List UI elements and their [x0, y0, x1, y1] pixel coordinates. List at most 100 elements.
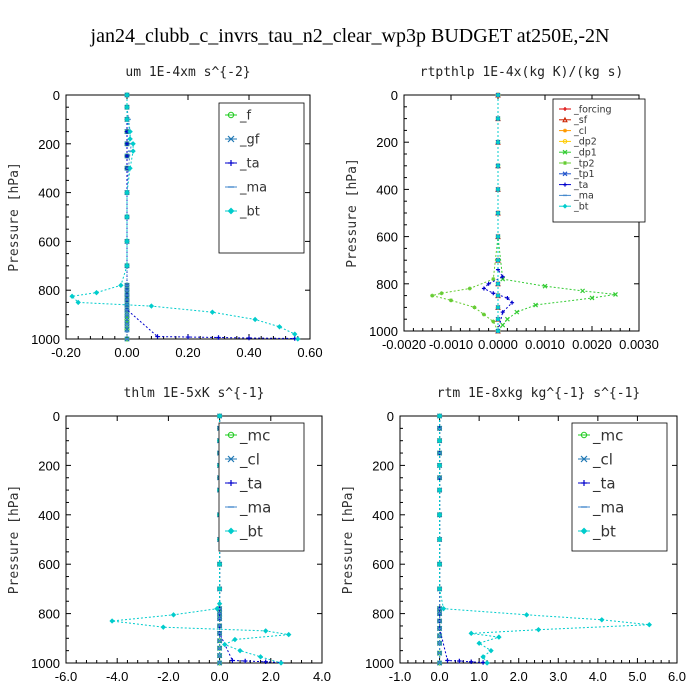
series-ta-point	[500, 310, 505, 315]
x-tick-label: 4.0	[589, 669, 607, 684]
series-bt-point	[436, 536, 443, 543]
legend-label: _mc	[239, 426, 270, 445]
series-bt-point	[495, 92, 501, 98]
series-bt-point	[436, 586, 443, 592]
y-tick-label: 1000	[31, 332, 60, 347]
series-tp2-point	[449, 298, 453, 303]
series-ta-point	[491, 291, 496, 296]
series-bt-point	[495, 139, 501, 145]
series-ta-line	[439, 416, 484, 663]
legend: _mc _cl _ta _ma _bt	[218, 422, 305, 552]
series-tp2-point	[439, 291, 444, 296]
series-bt-point	[263, 628, 269, 634]
x-tick-label: 5.0	[628, 669, 646, 684]
x-tick-label: 4.0	[313, 669, 331, 684]
series-bt-point	[436, 512, 443, 518]
series-bt-point	[436, 487, 443, 493]
legend-marker	[227, 455, 235, 463]
x-tick-label: 3.0	[549, 669, 567, 684]
series-ta-point	[510, 300, 515, 305]
series-bt-point	[436, 462, 443, 469]
y-tick-label: 400	[376, 182, 398, 197]
y-tick-label: 400	[372, 508, 394, 523]
series-bt-point	[222, 641, 228, 648]
legend-box	[571, 422, 668, 552]
series-dp1-point	[580, 288, 586, 294]
y-tick-label: 800	[38, 283, 60, 298]
y-tick-label: 0	[387, 409, 394, 424]
series-bt-point	[484, 660, 490, 666]
series-bt-point	[495, 234, 501, 240]
series-bt-point	[216, 601, 223, 607]
x-tick-label: -2.0	[157, 669, 179, 684]
series-bt-point	[495, 281, 501, 287]
series-bt-point	[209, 309, 216, 315]
legend-box	[552, 98, 646, 223]
series-bt-point	[488, 647, 494, 654]
x-tick-label: 0.0	[211, 669, 229, 684]
series-f-point	[124, 316, 130, 323]
series-tp2-point	[491, 277, 496, 282]
legend-marker	[562, 139, 568, 144]
legend-label: _tp1	[573, 169, 595, 180]
y-tick-label: 0	[53, 409, 60, 424]
panel-2: rtpthlp 1E-4x(kg K)/(kg s) Pressure [hPa]…	[345, 65, 659, 352]
series-bt-point	[646, 622, 652, 628]
legend: _forcing_sf_cl_dp2_dp1_tp2_tp1_ta_ma_bt	[552, 98, 646, 223]
series-bt-point	[440, 605, 447, 612]
legend-label: _cl	[239, 450, 260, 469]
series-bt-point	[495, 116, 501, 122]
legend-marker	[563, 161, 567, 165]
legend-label: _gf	[239, 133, 260, 148]
legend-marker	[563, 128, 567, 133]
figure-title: jan24_clubb_c_invrs_tau_n2_clear_wp3p BU…	[90, 25, 610, 47]
y-tick-label: 1000	[31, 656, 60, 671]
series-dp1-point	[514, 309, 520, 315]
series-bt-point	[436, 438, 443, 444]
y-tick-label: 1000	[369, 324, 398, 339]
series-ta-point	[124, 153, 130, 159]
x-tick-label: 0.40	[236, 345, 261, 360]
y-tick-label: 600	[376, 230, 398, 245]
y-tick-label: 600	[38, 557, 60, 572]
x-tick-label: -4.0	[106, 669, 128, 684]
series-bt-point	[216, 413, 223, 419]
x-tick-label: 1.0	[470, 669, 488, 684]
series-ta-point	[124, 141, 130, 147]
series-bt-point	[124, 263, 130, 269]
series-ta	[437, 413, 486, 665]
x-tick-label: -0.0010	[429, 337, 473, 352]
series-tp2-line	[432, 95, 499, 332]
series-bt-point	[93, 289, 100, 296]
legend-marker	[227, 207, 235, 215]
panel-title: thlm 1E-5xK s^{-1}	[124, 386, 265, 401]
series-ta-point	[230, 658, 235, 663]
y-tick-label: 0	[391, 88, 398, 103]
series-tp2	[430, 93, 500, 333]
legend-label: _tp2	[573, 158, 595, 169]
legend-label: _mc	[592, 426, 623, 445]
series-bt-point	[436, 413, 443, 419]
x-tick-label: 2.0	[510, 669, 528, 684]
panel-title: rtpthlp 1E-4x(kg K)/(kg s)	[420, 65, 624, 80]
x-tick-label: 0.0030	[619, 337, 659, 352]
x-tick-label: -6.0	[55, 669, 77, 684]
series-bt-point	[124, 189, 130, 196]
legend-label: _ma	[239, 181, 267, 196]
series-bt-point	[127, 128, 133, 135]
legend-marker	[562, 203, 568, 209]
legend-label: _forcing	[573, 104, 612, 115]
series-bt-point	[109, 618, 115, 624]
y-axis-label: Pressure [hPa]	[345, 158, 360, 268]
x-tick-label: 2.0	[262, 669, 280, 684]
x-tick-label: 0.00	[114, 345, 139, 360]
series-bt-point	[495, 328, 501, 334]
series-bt-point	[127, 165, 133, 171]
series-ta-point	[486, 281, 491, 286]
series-dp1-point	[500, 322, 506, 328]
legend-marker	[227, 111, 235, 119]
panel-title: um 1E-4xm s^{-2}	[125, 65, 250, 80]
series-bt	[109, 413, 292, 666]
y-tick-label: 200	[38, 137, 60, 152]
